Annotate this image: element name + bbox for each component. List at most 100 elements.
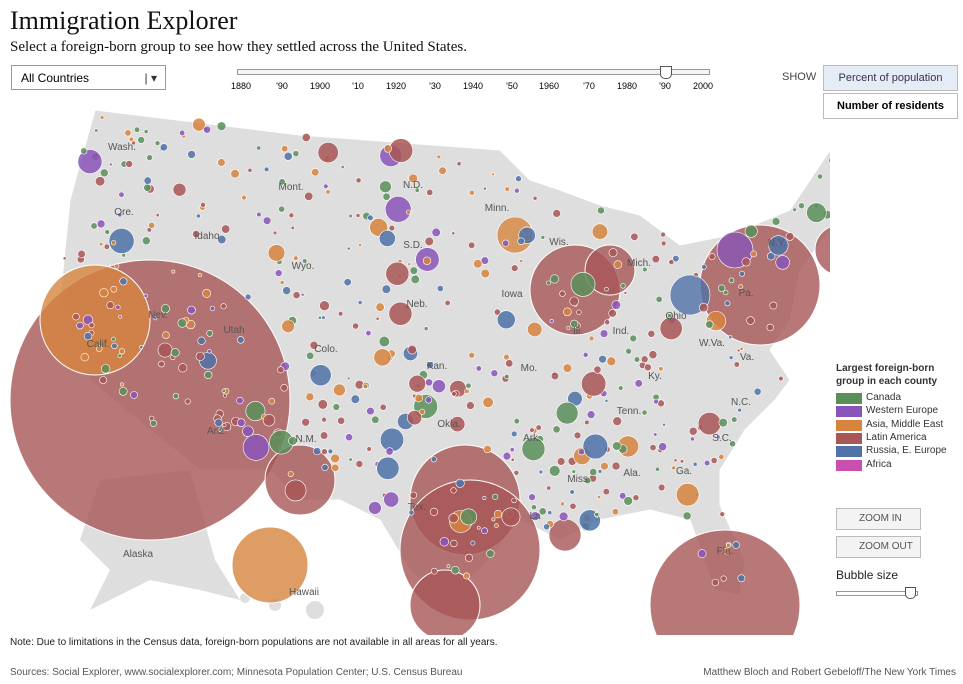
bubble [582,351,589,358]
zoom-in-button[interactable]: ZOOM IN [836,508,921,530]
bubble [490,369,499,378]
bubble [817,173,823,180]
state-label: Fla. [717,546,734,557]
sources: Sources: Social Explorer, www.socialexpl… [10,667,463,678]
legend-swatch [836,393,862,404]
bubble [660,240,667,247]
bubble [301,417,310,427]
bubble [451,231,456,236]
bubble [172,392,180,400]
bubble [571,469,576,474]
bubble [155,213,160,218]
bubble [726,542,731,548]
bubble [728,355,734,360]
bubble [655,295,663,303]
bubble [263,166,270,173]
bubble [262,216,272,225]
state-label: La [529,511,541,522]
bubble [98,242,104,247]
state-label: Ore. [114,207,133,218]
bubble [343,278,352,287]
bubble [94,128,99,133]
bubble-slider[interactable] [836,591,918,596]
bubble [346,246,351,251]
bubble [649,529,801,635]
bubble [381,284,391,294]
state-label: Ga. [676,466,692,477]
bubble [732,541,740,549]
bubble [76,321,84,330]
bubble [778,375,784,382]
bubble [535,424,542,431]
bubble [604,398,609,403]
bubble [111,342,118,350]
bubble [698,302,709,313]
bubble [274,269,283,277]
bubble [202,288,212,298]
bubble [586,410,596,419]
bubble [591,223,609,240]
bubble [244,293,252,301]
bubble [231,526,309,604]
state-label: S.C. [712,433,731,444]
bubble [468,241,476,249]
dropdown[interactable]: All Countries [11,65,166,91]
bubble [531,504,537,511]
bubble [456,161,462,167]
bubble [247,167,253,173]
bubble [203,125,212,134]
bubble [62,256,67,261]
bubble [473,259,483,269]
bubble [80,352,89,362]
bubble [118,348,126,355]
bubble [388,138,414,163]
bubble [382,192,391,201]
bubble [283,151,293,161]
bubble [346,376,351,381]
bubble [679,459,685,464]
bubble [630,232,639,241]
bubble [217,158,226,167]
bubble [451,391,457,397]
percent-button[interactable]: Percent of population [823,65,958,91]
bubble [317,399,328,410]
bubble [171,269,176,274]
bubble [597,469,603,474]
bubble [96,219,106,229]
bubble [388,224,396,232]
state-label: Va. [740,352,754,363]
bubble [143,176,152,185]
bubble [432,379,446,394]
bubble [99,288,109,298]
bubble [482,186,487,191]
bubble [90,222,98,230]
bubble [718,453,725,460]
year-slider[interactable] [237,69,710,75]
bubble [284,479,307,502]
bubble [576,309,582,315]
bubble [792,207,797,212]
bubble [594,512,599,517]
bubble [634,379,643,388]
bubble [236,396,244,405]
legend-swatch [836,406,862,418]
bubble [573,431,582,440]
bubble [766,323,774,332]
bubble [528,493,536,501]
bubble [651,255,660,264]
bubble [143,293,148,298]
bubble [658,442,668,452]
bubble [708,253,716,261]
bubble [408,173,418,184]
bubble-thumb[interactable] [905,587,916,599]
bubble [99,168,109,178]
state-label: Alaska [123,549,153,560]
zoom-out-button[interactable]: ZOOM OUT [836,536,921,558]
bubble [137,136,145,144]
bubble [306,351,315,360]
bubble [355,213,361,218]
legend-label: Western Europe [866,405,939,417]
number-button[interactable]: Number of residents [823,93,958,119]
slider-thumb[interactable] [660,66,672,79]
bubble [444,299,451,306]
